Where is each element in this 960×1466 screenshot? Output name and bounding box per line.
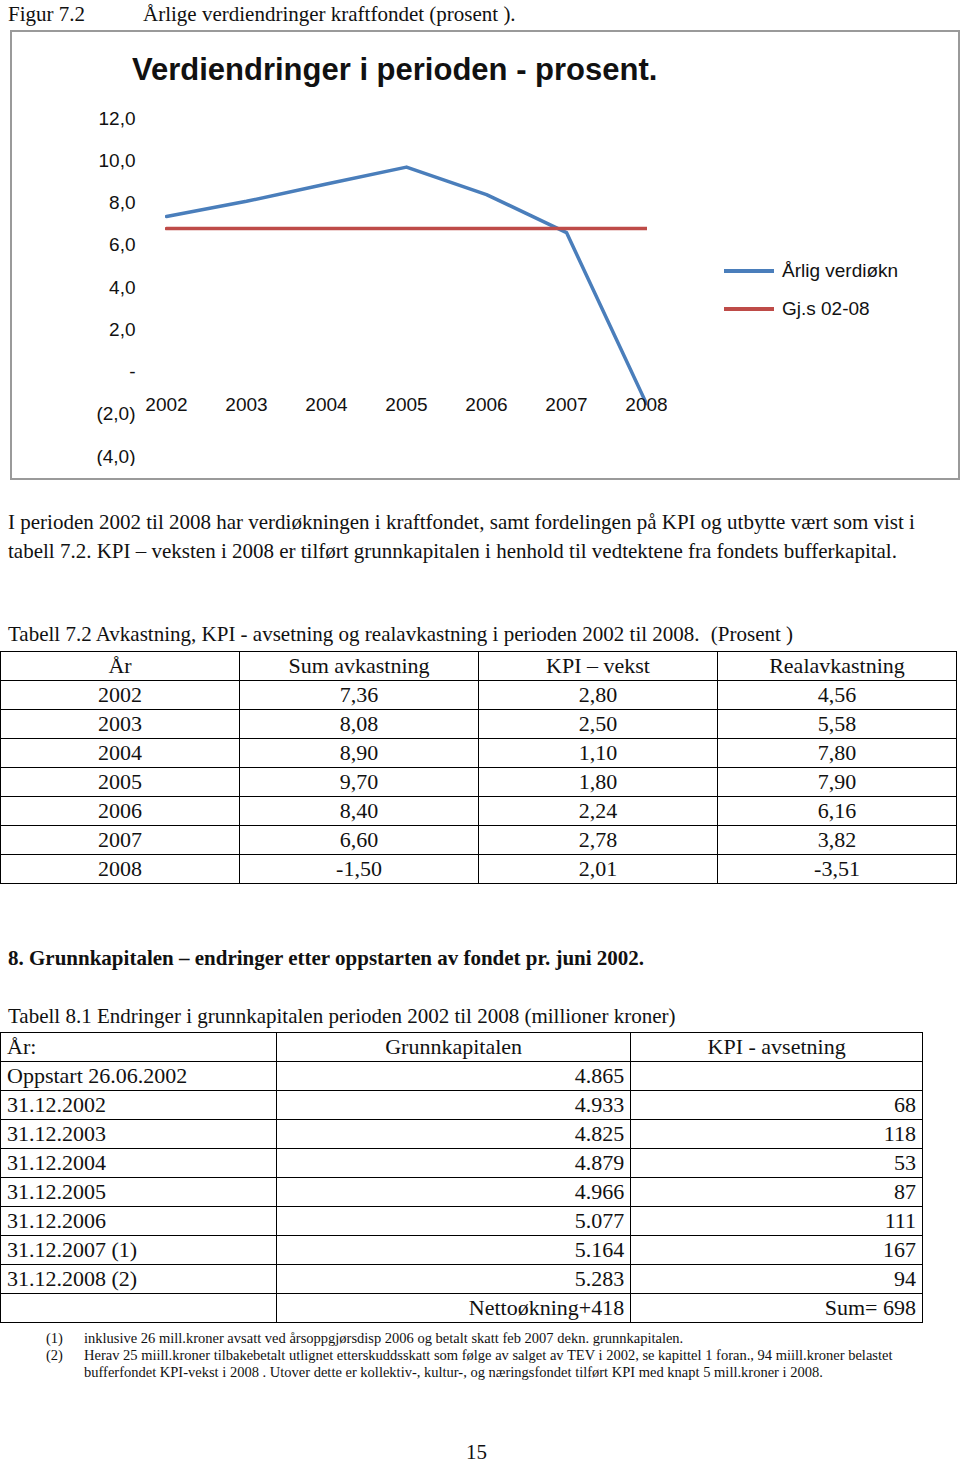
html-text:6,60: 6,60	[339, 827, 379, 852]
html-text:167: 167	[883, 1237, 916, 1262]
html-text:2,50: 2,50	[578, 711, 618, 736]
html-text:2,24: 2,24	[578, 798, 618, 823]
html-text:8,40: 8,40	[339, 798, 379, 823]
html-text:15: 15	[466, 1440, 487, 1464]
svg-text:2005: 2005	[385, 394, 427, 415]
html-text:3,82: 3,82	[817, 827, 857, 852]
html-text:7,36: 7,36	[339, 682, 379, 707]
html-text:1,80: 1,80	[578, 769, 618, 794]
html-text:5.077: 5.077	[574, 1208, 625, 1233]
html-text:111: 111	[884, 1208, 916, 1233]
html-text:31.12.2002: 31.12.2002	[7, 1092, 106, 1117]
html-text:31.12.2007 (1): 31.12.2007 (1)	[7, 1237, 138, 1262]
html-text:2007: 2007	[98, 827, 142, 852]
html-text:Grunnkapitalen: Grunnkapitalen	[385, 1034, 522, 1059]
html-text:-1,50: -1,50	[336, 856, 382, 881]
html-text:2,78: 2,78	[578, 827, 618, 852]
html-text:2008: 2008	[98, 856, 142, 881]
html-text:31.12.2006: 31.12.2006	[7, 1208, 106, 1233]
html-text:Oppstart 26.06.2002: Oppstart 26.06.2002	[7, 1063, 188, 1088]
svg-text:12,0: 12,0	[99, 108, 136, 129]
html-text:2002: 2002	[98, 682, 142, 707]
html-text:Nettoøkning+418: Nettoøkning+418	[468, 1295, 625, 1320]
svg-text:2003: 2003	[225, 394, 267, 415]
html-text:5.164: 5.164	[574, 1237, 625, 1262]
html-text:År:: År:	[7, 1034, 37, 1059]
html-text:31.12.2008 (2): 31.12.2008 (2)	[7, 1266, 138, 1291]
html-text:Figur 7.2: Figur 7.2	[8, 2, 85, 26]
html-text:2,01: 2,01	[578, 856, 618, 881]
html-text:4.865: 4.865	[574, 1063, 625, 1088]
svg-text:(4,0): (4,0)	[96, 446, 135, 466]
html-text:31.12.2005: 31.12.2005	[7, 1179, 106, 1204]
html-text:31.12.2004: 31.12.2004	[7, 1150, 106, 1175]
html-text:2006: 2006	[98, 798, 142, 823]
svg-text:6,0: 6,0	[109, 234, 135, 255]
html-text:1,10: 1,10	[578, 740, 618, 765]
svg-text:2,0: 2,0	[109, 319, 135, 340]
html-text:94: 94	[894, 1266, 916, 1291]
svg-text:2007: 2007	[545, 394, 587, 415]
html-text:4.879: 4.879	[574, 1150, 625, 1175]
html-text:Verdiendringer i perioden - pr: Verdiendringer i perioden - prosent.	[132, 52, 658, 87]
html-text:2004: 2004	[98, 740, 142, 765]
html-text:4.966: 4.966	[574, 1179, 625, 1204]
svg-text:2004: 2004	[305, 394, 348, 415]
html-text:Tabell 7.2 Avkastning, KPI - a: Tabell 7.2 Avkastning, KPI - avsetning o…	[8, 622, 700, 646]
html-text:(Prosent ): (Prosent )	[710, 622, 794, 646]
html-text:31.12.2003: 31.12.2003	[7, 1121, 106, 1146]
html-text:Tabell 8.1 Endringer i grunnka: Tabell 8.1 Endringer i grunnkapitalen pe…	[8, 1004, 676, 1028]
svg-text:(2,0): (2,0)	[96, 403, 135, 424]
html-text:(2): (2)	[46, 1347, 63, 1363]
html-text:-3,51: -3,51	[814, 856, 860, 881]
html-text:9,70: 9,70	[339, 769, 379, 794]
html-text:4.825: 4.825	[574, 1121, 625, 1146]
html-text:2,80: 2,80	[578, 682, 618, 707]
html-text:8,08: 8,08	[339, 711, 379, 736]
html-text:5,58: 5,58	[817, 711, 857, 736]
svg-text:4,0: 4,0	[109, 277, 135, 298]
html-text:Årlig verdiøkn: Årlig verdiøkn	[782, 260, 899, 281]
html-text:87: 87	[894, 1179, 916, 1204]
svg-text:8,0: 8,0	[109, 192, 135, 213]
html-text:4,56: 4,56	[817, 682, 857, 707]
html-text:118: 118	[883, 1121, 916, 1146]
html-text:KPI - avsetning: KPI - avsetning	[707, 1034, 846, 1059]
html-text:I perioden 2002 til 2008 har v: I perioden 2002 til 2008 har verdiøkning…	[8, 510, 915, 563]
html-text:5.283: 5.283	[574, 1266, 625, 1291]
html-text:Realavkastning: Realavkastning	[769, 653, 905, 678]
html-text:Herav 25 miill.kroner tilbakeb: Herav 25 miill.kroner tilbakebetalt utli…	[84, 1347, 893, 1380]
html-text:Sum= 698: Sum= 698	[824, 1295, 916, 1320]
svg-text:10,0: 10,0	[99, 150, 136, 171]
html-text:6,16: 6,16	[817, 798, 857, 823]
html-text:68: 68	[894, 1092, 916, 1117]
html-text:8,90: 8,90	[339, 740, 379, 765]
html-text:Årlige verdiendringer kraftfon: Årlige verdiendringer kraftfondet (prose…	[143, 2, 516, 26]
html-text:2005: 2005	[98, 769, 142, 794]
html-text:53: 53	[894, 1150, 916, 1175]
html-text:2003: 2003	[98, 711, 142, 736]
html-text:Sum avkastning: Sum avkastning	[288, 653, 430, 678]
html-text:7,80: 7,80	[817, 740, 857, 765]
html-text:8. Grunnkapitalen – endringer: 8. Grunnkapitalen – endringer etter opps…	[8, 946, 645, 970]
html-text:KPI – vekst: KPI – vekst	[546, 653, 650, 678]
html-text:Gj.s 02-08: Gj.s 02-08	[782, 298, 870, 319]
svg-text:-: -	[129, 361, 135, 382]
html-text:4.933: 4.933	[574, 1092, 625, 1117]
svg-text:2008: 2008	[625, 394, 667, 415]
html-text:(1): (1)	[46, 1330, 63, 1346]
svg-text:2006: 2006	[465, 394, 507, 415]
html-text:År: År	[108, 653, 132, 678]
svg-text:2002: 2002	[145, 394, 187, 415]
html-text:inklusive 26 mill.kroner avsat: inklusive 26 mill.kroner avsatt ved årso…	[84, 1330, 684, 1346]
html-text:7,90: 7,90	[817, 769, 857, 794]
